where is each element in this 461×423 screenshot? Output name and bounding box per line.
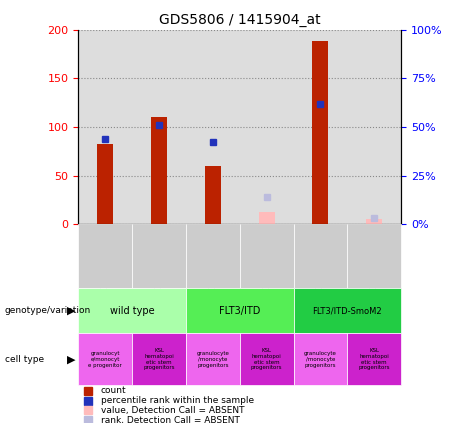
- Text: KSL
hematopoi
etic stem
progenitors: KSL hematopoi etic stem progenitors: [143, 348, 175, 371]
- Bar: [186, 288, 294, 333]
- Bar: [132, 224, 186, 288]
- Text: percentile rank within the sample: percentile rank within the sample: [101, 396, 254, 405]
- Bar: [294, 333, 347, 385]
- Title: GDS5806 / 1415904_at: GDS5806 / 1415904_at: [159, 13, 320, 27]
- Text: value, Detection Call = ABSENT: value, Detection Call = ABSENT: [101, 406, 244, 415]
- Bar: [294, 288, 401, 333]
- Text: ▶: ▶: [67, 354, 76, 364]
- Text: cell type: cell type: [5, 355, 44, 364]
- Bar: [259, 212, 275, 224]
- Text: count: count: [101, 386, 127, 395]
- Text: granulocyte
/monocyte
progenitors: granulocyte /monocyte progenitors: [304, 351, 337, 368]
- Text: FLT3/ITD: FLT3/ITD: [219, 306, 260, 316]
- Bar: [78, 333, 132, 385]
- Text: KSL
hematopoi
etic stem
progenitors: KSL hematopoi etic stem progenitors: [251, 348, 282, 371]
- Bar: [186, 333, 240, 385]
- Text: genotype/variation: genotype/variation: [5, 307, 91, 316]
- Bar: [294, 224, 347, 288]
- Text: rank, Detection Call = ABSENT: rank, Detection Call = ABSENT: [101, 416, 240, 423]
- Text: wild type: wild type: [110, 306, 154, 316]
- Bar: [132, 333, 186, 385]
- Bar: [205, 166, 221, 224]
- Bar: [78, 288, 186, 333]
- Bar: [313, 41, 328, 224]
- Bar: [240, 333, 294, 385]
- Text: granulocyte
/monocyte
progenitors: granulocyte /monocyte progenitors: [196, 351, 229, 368]
- Bar: [347, 224, 401, 288]
- Bar: [151, 117, 167, 224]
- Bar: [186, 224, 240, 288]
- Bar: [347, 333, 401, 385]
- Text: granulocyt
e/monocyt
e progenitor: granulocyt e/monocyt e progenitor: [89, 351, 122, 368]
- Bar: [78, 224, 132, 288]
- Bar: [240, 224, 294, 288]
- Text: FLT3/ITD-SmoM2: FLT3/ITD-SmoM2: [313, 307, 382, 316]
- Bar: [97, 144, 113, 224]
- Text: KSL
hematopoi
etic stem
progenitors: KSL hematopoi etic stem progenitors: [359, 348, 390, 371]
- Bar: [366, 220, 382, 224]
- Text: ▶: ▶: [67, 306, 76, 316]
